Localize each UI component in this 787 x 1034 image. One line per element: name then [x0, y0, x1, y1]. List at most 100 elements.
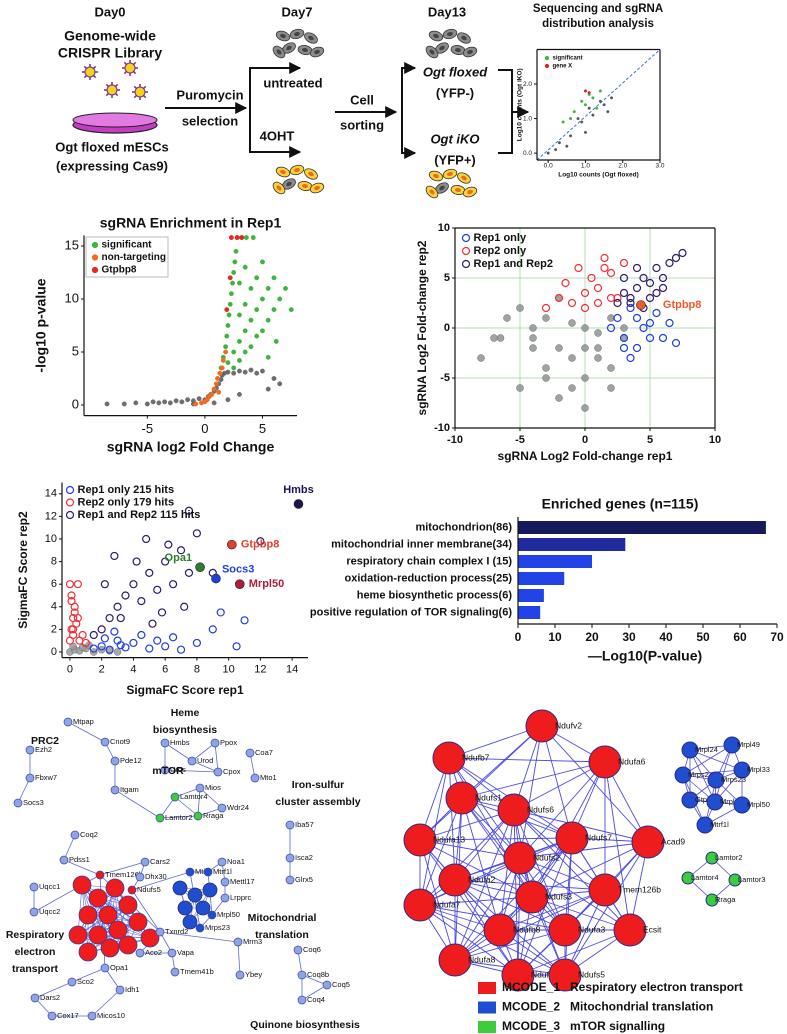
node-label: Lamtor2 [165, 813, 193, 822]
cluster-node [68, 925, 88, 945]
point [593, 298, 603, 308]
x-tick-label: -10 [447, 434, 463, 446]
edge [199, 787, 223, 809]
legend-label: Mitochondrial translation [570, 1000, 713, 1014]
node-label: Ndufs6 [527, 804, 554, 814]
point [265, 317, 271, 323]
point [242, 264, 248, 270]
node-label: Tmem126b [618, 884, 661, 894]
library-label: CRISPR Library [58, 45, 162, 61]
edge [564, 841, 649, 976]
point [619, 333, 629, 343]
edge [419, 757, 450, 906]
point [242, 328, 248, 334]
point [265, 285, 271, 291]
x-axis-label: sgRNA log2 Fold Change [107, 438, 275, 454]
point [477, 354, 485, 362]
node [250, 773, 260, 783]
point [273, 338, 279, 344]
node [203, 867, 213, 877]
point [184, 568, 194, 577]
node [29, 907, 39, 917]
category-label: positive regulation of TOR signaling(6) [310, 606, 512, 618]
point [593, 283, 603, 293]
point [153, 636, 162, 645]
node [25, 773, 35, 783]
cluster-node [182, 914, 198, 930]
point [271, 376, 277, 381]
point [652, 288, 661, 298]
edge [63, 859, 101, 876]
point [129, 580, 138, 589]
node [548, 913, 582, 947]
node-label: Dars2 [40, 993, 60, 1002]
cluster-node [98, 905, 118, 925]
point [598, 89, 602, 93]
x-tick-label: 0 [67, 664, 73, 676]
module-title: Mitochondrial [248, 912, 317, 924]
cluster-node [195, 900, 211, 916]
cell-nucleus [286, 181, 292, 187]
module-title: Heme [171, 707, 200, 719]
cell-nucleus [302, 183, 308, 189]
point [581, 374, 589, 382]
node [155, 927, 165, 937]
population-label: (YFP-) [436, 85, 474, 100]
point [260, 296, 265, 302]
node [501, 958, 535, 992]
node-label: Rraga [715, 895, 736, 904]
legend-label: Rep2 only 179 hits [78, 496, 175, 508]
node-label: Lamtor4 [180, 792, 208, 801]
category-label: respiratory chain complex I (15) [346, 555, 512, 567]
x-axis-label: Log10 counts (Ogt floxed) [558, 172, 639, 179]
node-label: Mrps23 [205, 923, 230, 932]
node [135, 872, 145, 882]
point [546, 151, 550, 155]
point [224, 307, 230, 313]
point [78, 630, 87, 640]
node-label: Mrpl24 [695, 745, 718, 754]
point [67, 591, 76, 600]
node [681, 741, 699, 759]
virus [134, 86, 146, 98]
point [632, 343, 642, 353]
point [254, 333, 260, 339]
point [216, 608, 225, 617]
node [525, 709, 559, 743]
node [681, 871, 695, 885]
node-label: Lrpprc [230, 893, 252, 902]
point [232, 642, 241, 651]
node [25, 745, 35, 755]
chart-title: sgRNA Enrichment in Rep1 [100, 215, 282, 231]
module-title: mTOR [152, 765, 184, 777]
cluster-node [72, 875, 92, 895]
y-axis-label: -log10 p-value [33, 278, 49, 372]
x-tick-label: 10 [548, 630, 562, 644]
node [213, 767, 223, 777]
cluster-node [128, 912, 148, 932]
point [561, 278, 570, 288]
edge [513, 809, 566, 931]
edge [519, 841, 649, 859]
cell-nucleus [429, 189, 435, 195]
point [248, 285, 254, 291]
cluster-node [202, 882, 218, 898]
chart-title: Enriched genes (n=115) [542, 496, 699, 512]
node-label: Ndufa2 [468, 874, 496, 884]
y-tick-label: 4 [51, 601, 57, 613]
cell-nucleus [447, 171, 453, 177]
edge [104, 967, 121, 991]
point [236, 358, 242, 363]
point [568, 384, 576, 392]
edge [448, 757, 456, 881]
point [234, 235, 240, 240]
edge [91, 989, 121, 1017]
node-label: Ezh2 [35, 745, 52, 754]
point [645, 318, 655, 328]
cluster-node [118, 895, 138, 915]
point [567, 298, 577, 308]
point [192, 638, 202, 648]
legend-label: gene X [553, 64, 573, 70]
point [219, 365, 225, 371]
